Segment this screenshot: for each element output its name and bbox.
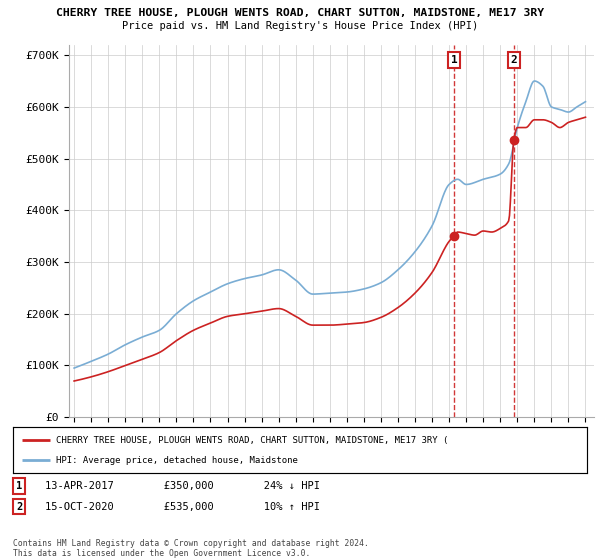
Text: CHERRY TREE HOUSE, PLOUGH WENTS ROAD, CHART SUTTON, MAIDSTONE, ME17 3RY: CHERRY TREE HOUSE, PLOUGH WENTS ROAD, CH… xyxy=(56,8,544,18)
Text: Price paid vs. HM Land Registry's House Price Index (HPI): Price paid vs. HM Land Registry's House … xyxy=(122,21,478,31)
Text: 1: 1 xyxy=(16,481,22,491)
Text: 15-OCT-2020        £535,000        10% ↑ HPI: 15-OCT-2020 £535,000 10% ↑ HPI xyxy=(45,502,320,512)
Text: 2: 2 xyxy=(511,55,517,65)
Text: CHERRY TREE HOUSE, PLOUGH WENTS ROAD, CHART SUTTON, MAIDSTONE, ME17 3RY (: CHERRY TREE HOUSE, PLOUGH WENTS ROAD, CH… xyxy=(56,436,449,445)
Text: Contains HM Land Registry data © Crown copyright and database right 2024.
This d: Contains HM Land Registry data © Crown c… xyxy=(13,539,369,558)
Text: 13-APR-2017        £350,000        24% ↓ HPI: 13-APR-2017 £350,000 24% ↓ HPI xyxy=(45,481,320,491)
Text: 2: 2 xyxy=(16,502,22,512)
Text: 1: 1 xyxy=(451,55,457,65)
Text: HPI: Average price, detached house, Maidstone: HPI: Average price, detached house, Maid… xyxy=(56,456,298,465)
